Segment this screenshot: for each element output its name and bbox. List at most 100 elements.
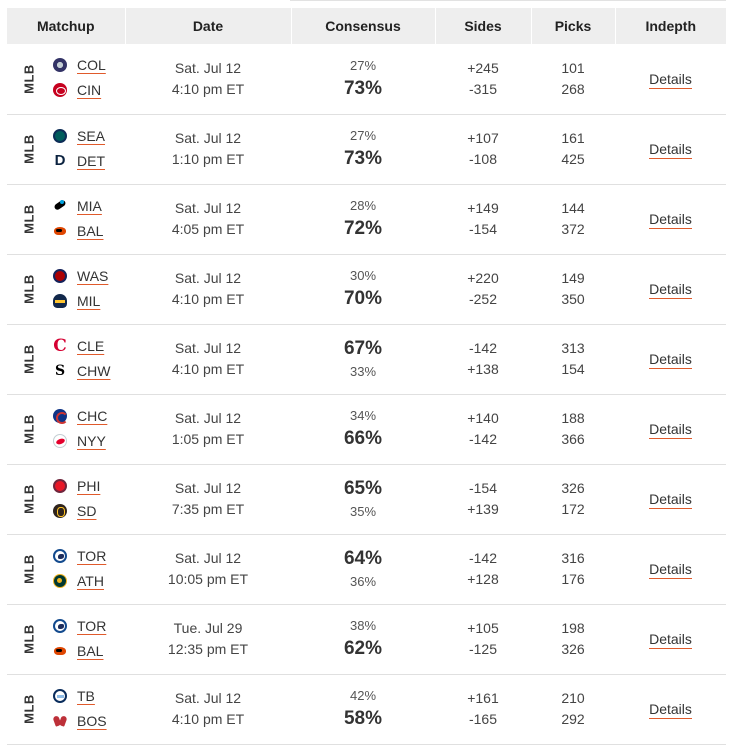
picks-team-1: 149 [561, 270, 585, 286]
sides-cell: +107 -108 [435, 114, 531, 185]
team-2: BOS [53, 711, 107, 731]
details-link[interactable]: Details [649, 281, 692, 299]
consensus-team-1: 42% [349, 688, 377, 703]
consensus-cell: 28% 72% [291, 184, 435, 255]
table-header-row: Matchup Date Consensus Sides Picks Indep… [7, 8, 726, 44]
date-cell: Sat. Jul 12 7:35 pm ET [125, 464, 291, 535]
table-row: MLB MIA BAL Sat. Jul 12 4:05 pm ET 28% 7… [7, 184, 726, 255]
picks-cell: 316 176 [531, 534, 615, 605]
header-date[interactable]: Date [125, 8, 292, 44]
team-2-link[interactable]: BOS [77, 712, 107, 729]
team-1-link[interactable]: SEA [77, 127, 106, 144]
details-link[interactable]: Details [649, 701, 692, 719]
game-time: 7:35 pm ET [171, 501, 245, 517]
team-2-link[interactable]: BAL [77, 222, 104, 239]
table-row: MLB TB BOS Sat. Jul 12 4:10 pm ET 42% 58… [7, 674, 726, 745]
indepth-cell: Details [615, 324, 726, 395]
matchup-cell: MLB CHC NYY [7, 394, 125, 465]
team-1-link[interactable]: WAS [77, 267, 109, 284]
red-sox-logo-icon [53, 714, 67, 728]
side-team-2: +128 [467, 571, 499, 587]
team-2-link[interactable]: BAL [77, 642, 104, 659]
consensus-team-1: 65% [343, 478, 383, 499]
date-cell: Sat. Jul 12 1:10 pm ET [125, 114, 291, 185]
date-cell: Sat. Jul 12 4:10 pm ET [125, 674, 291, 745]
picks-team-1: 313 [561, 340, 585, 356]
consensus-team-1: 30% [349, 268, 377, 283]
game-day: Sat. Jul 12 [174, 690, 242, 706]
sides-cell: +161 -165 [435, 674, 531, 745]
game-time: 10:05 pm ET [167, 571, 249, 587]
details-link[interactable]: Details [649, 70, 692, 89]
picks-cell: 188 366 [531, 394, 615, 465]
matchup-cell: MLB WAS MIL [7, 254, 125, 325]
team-2: S CHW [53, 361, 111, 381]
team-2: MIL [53, 291, 100, 311]
team-1-link[interactable]: TB [77, 687, 95, 704]
indepth-cell: Details [615, 114, 726, 185]
header-consensus[interactable]: Consensus [291, 8, 436, 44]
details-link[interactable]: Details [649, 141, 692, 159]
team-1-link[interactable]: TOR [77, 617, 107, 634]
team-1-link[interactable]: PHI [77, 477, 101, 494]
team-2-link[interactable]: CIN [77, 82, 102, 98]
team-2-link[interactable]: SD [77, 502, 97, 519]
team-2-link[interactable]: CHW [77, 362, 111, 379]
details-link[interactable]: Details [649, 351, 692, 369]
date-cell: Sat. Jul 12 4:10 pm ET [125, 324, 291, 395]
league-label: MLB [21, 344, 37, 374]
indepth-cell: Details [615, 674, 726, 745]
team-1: CHC [53, 406, 107, 426]
team-1-link[interactable]: COL [77, 57, 106, 73]
game-time: 1:10 pm ET [171, 151, 245, 167]
picks-team-2: 366 [561, 431, 585, 447]
picks-team-1: 198 [561, 620, 585, 636]
picks-cell: 149 350 [531, 254, 615, 325]
brewers-logo-icon [53, 293, 67, 308]
indepth-cell: Details [615, 44, 726, 115]
team-2: BAL [53, 221, 103, 241]
side-team-2: -315 [468, 80, 498, 97]
team-2: NYY [53, 431, 106, 451]
details-link[interactable]: Details [649, 491, 692, 509]
team-1-link[interactable]: MIA [77, 197, 102, 214]
team-1: MIA [53, 196, 102, 216]
team-2: ATH [53, 571, 104, 591]
team-1-link[interactable]: CLE [77, 337, 105, 354]
side-team-1: -142 [468, 340, 498, 356]
table-row: MLB C CLE S CHW Sat. Jul 12 4:10 pm ET 6… [7, 324, 726, 395]
consensus-cell: 30% 70% [291, 254, 435, 325]
picks-team-2: 425 [561, 151, 585, 167]
date-cell: Sat. Jul 12 4:05 pm ET [125, 184, 291, 255]
team-1-link[interactable]: TOR [77, 547, 107, 564]
side-team-1: +105 [467, 620, 499, 636]
matchup-cell: MLB PHI SD [7, 464, 125, 535]
game-time: 12:35 pm ET [167, 641, 249, 657]
picks-team-2: 268 [561, 80, 585, 97]
header-picks[interactable]: Picks [531, 8, 616, 44]
game-day: Sat. Jul 12 [174, 59, 242, 76]
team-1-link[interactable]: CHC [77, 407, 108, 424]
team-2-link[interactable]: DET [77, 152, 105, 169]
team-2-link[interactable]: NYY [77, 432, 106, 449]
white-sox-logo-icon: S [54, 362, 66, 379]
consensus-cell: 27% 73% [291, 44, 435, 115]
matchup-cell: MLB TOR ATH [7, 534, 125, 605]
date-cell: Sat. Jul 12 10:05 pm ET [125, 534, 291, 605]
padres-logo-icon [53, 503, 67, 518]
details-link[interactable]: Details [649, 421, 692, 439]
consensus-team-1: 27% [349, 128, 377, 143]
date-cell: Sat. Jul 12 4:10 pm ET [125, 254, 291, 325]
details-link[interactable]: Details [649, 561, 692, 579]
header-sides[interactable]: Sides [435, 8, 532, 44]
indepth-cell: Details [615, 184, 726, 255]
side-team-2: -125 [468, 641, 498, 657]
team-2-link[interactable]: MIL [77, 292, 101, 309]
sides-cell: +220 -252 [435, 254, 531, 325]
team-2-link[interactable]: ATH [77, 572, 104, 589]
league-label: MLB [21, 204, 37, 234]
details-link[interactable]: Details [649, 211, 692, 229]
consensus-team-2: 73% [343, 77, 383, 99]
header-matchup[interactable]: Matchup [7, 8, 126, 44]
details-link[interactable]: Details [649, 631, 692, 649]
